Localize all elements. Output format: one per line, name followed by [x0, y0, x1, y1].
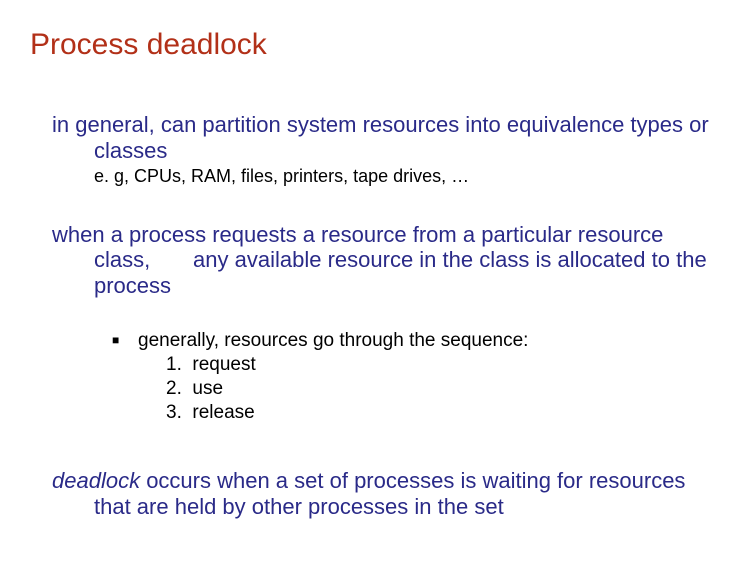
deadlock-term: deadlock — [52, 468, 140, 493]
paragraph-partition: in general, can partition system resourc… — [52, 112, 712, 164]
deadlock-definition: occurs when a set of processes is waitin… — [94, 468, 685, 519]
slide-title: Process deadlock — [30, 28, 267, 62]
ordered-list: 1. request 2. use 3. release — [138, 353, 712, 424]
bullet-lead-text: generally, resources go through the sequ… — [138, 330, 528, 351]
bullet-row: ■ generally, resources go through the se… — [112, 329, 712, 424]
list-item: 1. request — [166, 353, 712, 377]
list-item-label: use — [192, 378, 223, 399]
list-item-label: request — [192, 354, 255, 375]
paragraph-deadlock: deadlock occurs when a set of processes … — [52, 468, 712, 520]
list-item: 2. use — [166, 377, 712, 401]
bullet-sequence: ■ generally, resources go through the se… — [112, 329, 712, 424]
slide-body: in general, can partition system resourc… — [52, 112, 712, 520]
square-bullet-icon: ■ — [112, 329, 138, 348]
bullet-content: generally, resources go through the sequ… — [138, 329, 712, 424]
sub-example-list: e. g, CPUs, RAM, files, printers, tape d… — [52, 166, 712, 188]
list-item: 3. release — [166, 401, 712, 425]
paragraph-request: when a process requests a resource from … — [52, 222, 712, 300]
paragraph-request-part-b: any available resource in the class is a… — [94, 247, 707, 298]
list-item-label: release — [192, 402, 254, 423]
slide: Process deadlock in general, can partiti… — [0, 0, 756, 576]
